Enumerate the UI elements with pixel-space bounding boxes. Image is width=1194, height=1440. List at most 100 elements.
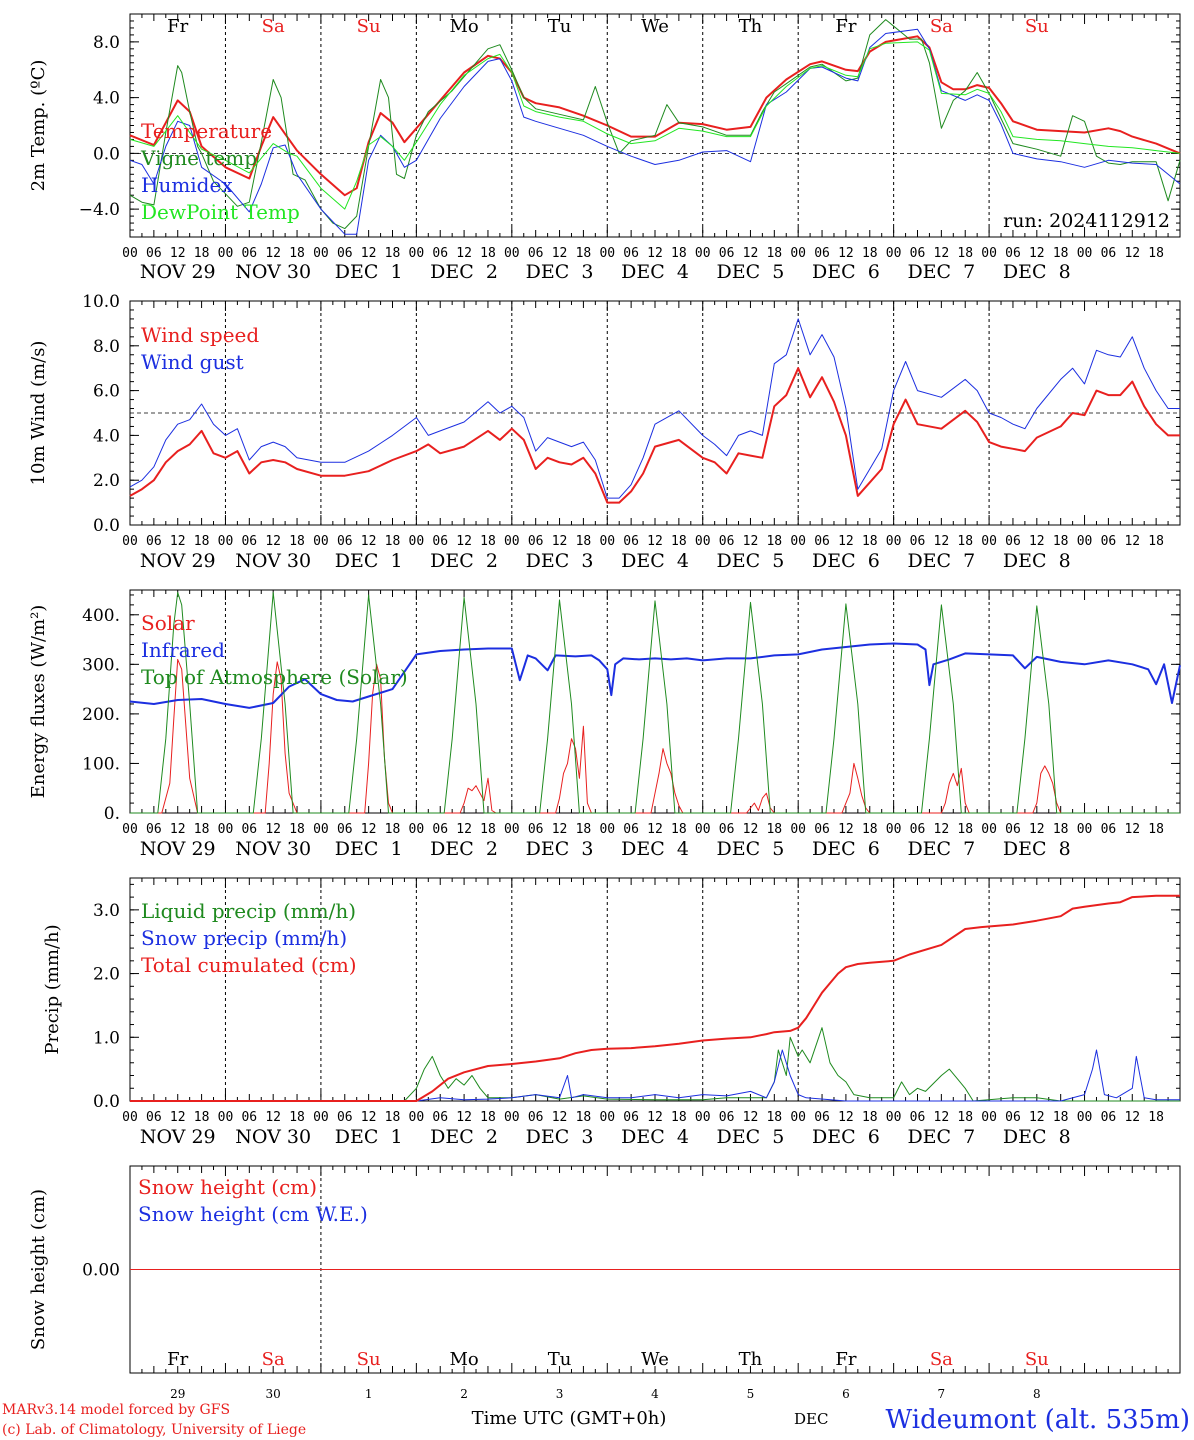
hour-tick-label: 18 (194, 1110, 210, 1125)
hour-tick-label: 00 (981, 1110, 997, 1125)
hour-tick-label: 06 (146, 822, 162, 837)
hour-tick-label: 06 (814, 1110, 830, 1125)
y-tick-label: 0.0 (93, 144, 120, 164)
y-tick-label: 8.0 (93, 33, 120, 53)
hour-tick-label: 00 (313, 246, 329, 261)
hour-tick-label: 18 (289, 534, 305, 549)
hour-tick-label: 18 (671, 534, 687, 549)
date-label: DEC 2 (430, 550, 498, 572)
legend-entry: Humidex (141, 173, 233, 197)
hour-tick-label: 06 (528, 534, 544, 549)
date-label: NOV 29 (140, 550, 216, 572)
y-tick-label: 1.0 (93, 1028, 120, 1048)
date-label: DEC 2 (430, 261, 498, 283)
date-label: DEC 2 (430, 838, 498, 860)
station-name: Wideumont (alt. 535m) (886, 1405, 1190, 1435)
date-label: DEC 6 (812, 261, 880, 283)
day-of-week-label: Tu (548, 16, 572, 37)
hour-tick-label: 06 (528, 246, 544, 261)
series-dewpoint-temp (129, 41, 1181, 210)
hour-tick-label: 18 (194, 534, 210, 549)
date-label: DEC 1 (335, 261, 403, 283)
y-tick-label: 0.00 (82, 1261, 120, 1281)
hour-tick-label: 12 (934, 1110, 950, 1125)
hour-tick-label: 18 (480, 822, 496, 837)
hour-tick-label: 00 (218, 822, 234, 837)
legend-entry: Temperature (141, 119, 272, 143)
hour-tick-label: 12 (1029, 246, 1045, 261)
hour-tick-label: 06 (432, 1110, 448, 1125)
hour-tick-label: 12 (552, 246, 568, 261)
hour-tick-label: 06 (241, 534, 257, 549)
day-of-week-label: Mo (449, 16, 478, 37)
hour-tick-label: 12 (456, 822, 472, 837)
hour-tick-label: 12 (934, 246, 950, 261)
day-of-week-label: Su (1025, 1349, 1049, 1370)
hour-tick-label: 06 (1005, 534, 1021, 549)
hour-tick-label: 12 (1029, 1110, 1045, 1125)
hour-tick-label: 18 (385, 1110, 401, 1125)
hour-tick-label: 12 (1124, 534, 1140, 549)
hour-tick-label: 00 (504, 534, 520, 549)
hour-tick-label: 12 (552, 1110, 568, 1125)
hour-tick-label: 06 (719, 822, 735, 837)
series-snow-precip-mm-h- (130, 1049, 1180, 1102)
y-tick-label: 10.0 (82, 292, 120, 312)
hour-tick-label: 06 (910, 246, 926, 261)
hour-tick-label: 00 (122, 246, 138, 261)
hour-tick-label: 18 (1148, 822, 1164, 837)
hour-tick-label: 06 (1101, 822, 1117, 837)
hour-tick-label: 00 (790, 1110, 806, 1125)
date-label: DEC 2 (430, 1126, 498, 1148)
hour-tick-label: 00 (1077, 246, 1093, 261)
hour-tick-label: 12 (838, 534, 854, 549)
date-label: DEC 3 (526, 261, 594, 283)
date-label: DEC 1 (335, 838, 403, 860)
series-vigne-temp (129, 19, 1181, 230)
hour-tick-label: 00 (695, 822, 711, 837)
series-humidex (129, 28, 1181, 235)
hour-tick-label: 18 (766, 246, 782, 261)
hour-tick-label: 06 (623, 246, 639, 261)
date-label: DEC 8 (1003, 261, 1071, 283)
y-tick-label: −4.0 (79, 200, 120, 220)
legend-entry: Total cumulated (cm) (141, 953, 357, 977)
hour-tick-label: 12 (265, 246, 281, 261)
date-label: NOV 30 (235, 261, 311, 283)
hour-tick-label: 12 (1124, 246, 1140, 261)
hour-tick-label: 12 (838, 246, 854, 261)
hour-tick-label: 18 (766, 822, 782, 837)
hour-tick-label: 18 (576, 1110, 592, 1125)
y-tick-label: 0. (104, 804, 120, 824)
date-label: DEC 7 (907, 550, 975, 572)
date-label: NOV 29 (140, 261, 216, 283)
date-label: DEC 7 (907, 1126, 975, 1148)
hour-tick-label: 06 (910, 1110, 926, 1125)
legend-entry: Top of Atmosphere (Solar) (141, 665, 408, 689)
hour-tick-label: 00 (1077, 1110, 1093, 1125)
hour-tick-label: 00 (695, 534, 711, 549)
hour-tick-label: 18 (385, 822, 401, 837)
day-number-label: 2 (460, 1387, 468, 1401)
date-label: NOV 29 (140, 838, 216, 860)
date-label: DEC 8 (1003, 1126, 1071, 1148)
day-of-week-label: Su (1025, 16, 1049, 37)
hour-tick-label: 18 (385, 246, 401, 261)
hour-tick-label: 18 (1148, 534, 1164, 549)
hour-tick-label: 00 (409, 534, 425, 549)
series-total-cumulated-cm- (130, 894, 1180, 1102)
hour-tick-label: 00 (218, 534, 234, 549)
hour-tick-label: 12 (1029, 822, 1045, 837)
hour-tick-label: 18 (862, 1110, 878, 1125)
hour-tick-label: 18 (480, 534, 496, 549)
legend-entry: Liquid precip (mm/h) (141, 899, 356, 923)
date-label: DEC 3 (526, 550, 594, 572)
footer-model: MARv3.14 model forced by GFS (2, 1402, 230, 1418)
hour-tick-label: 18 (862, 822, 878, 837)
hour-tick-label: 06 (814, 822, 830, 837)
hour-tick-label: 18 (576, 246, 592, 261)
hour-tick-label: 06 (623, 534, 639, 549)
day-of-week-label: Th (739, 1349, 763, 1370)
date-label: NOV 29 (140, 1126, 216, 1148)
